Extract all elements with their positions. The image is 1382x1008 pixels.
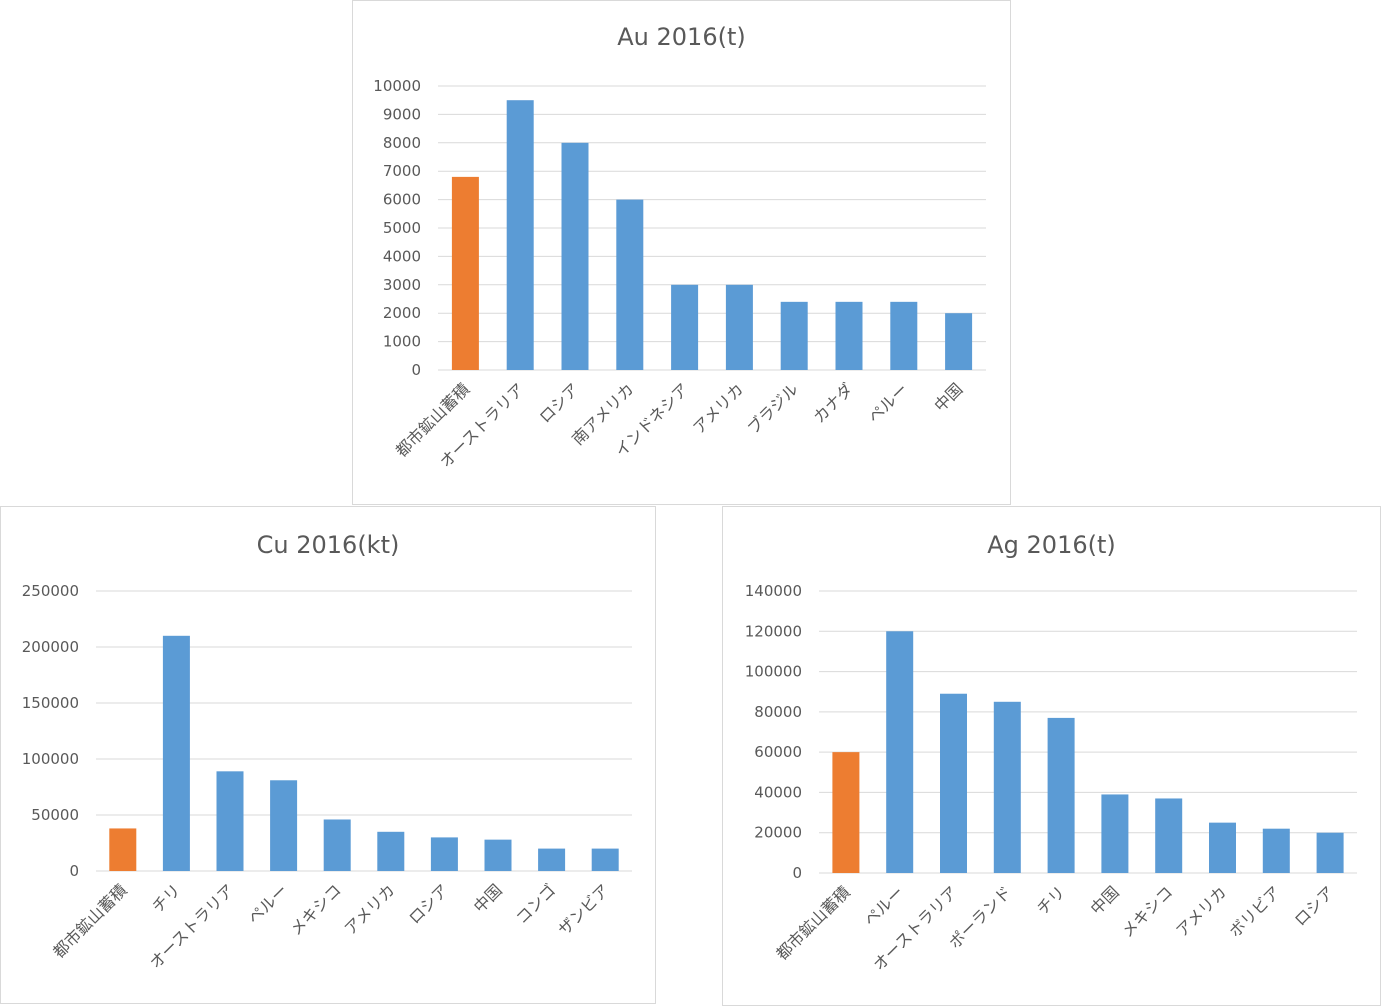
chart-au: Au 2016(t) 0 1000 2000 3000 4000 5000 6000 7000…: [352, 0, 1011, 505]
x-tick-label: 都市鉱山蓄積: [49, 880, 130, 961]
x-tick-label: コンゴ: [512, 880, 559, 927]
bar: [506, 100, 534, 370]
bar: [1047, 717, 1075, 873]
bar: [725, 284, 753, 370]
y-tick-label: 6000: [383, 191, 421, 209]
x-tick-label: カナダ: [809, 379, 856, 426]
bar: [1101, 794, 1129, 873]
bar: [780, 301, 808, 370]
x-tick-label: ロシア: [1291, 882, 1338, 929]
bar: [538, 848, 566, 871]
y-tick-label: 9000: [383, 105, 421, 123]
y-tick-label: 8000: [383, 134, 421, 152]
x-tick-label: ペルー: [864, 379, 911, 426]
y-tick-label: 0: [411, 361, 421, 379]
y-tick-label: 200000: [22, 638, 79, 656]
chart-plot: 0 1000 2000 3000 4000 5000 6000 7000 8000 9000 100…: [373, 77, 986, 471]
x-tick-label: アメリカ: [341, 880, 399, 938]
x-tick-label: チリ: [148, 880, 184, 916]
x-tick-label: ボリビア: [1225, 882, 1284, 941]
bar: [377, 831, 405, 871]
bar: [671, 284, 699, 370]
y-tick-label: 0: [69, 862, 79, 880]
bar: [216, 771, 244, 871]
y-tick-label: 100000: [22, 750, 79, 768]
bar: [484, 839, 512, 871]
x-tick-label: チリ: [1033, 882, 1069, 918]
bar: [109, 828, 137, 871]
bar: [616, 199, 644, 370]
y-tick-label: 10000: [373, 77, 421, 95]
bar: [1316, 832, 1344, 873]
bar: [1262, 828, 1290, 873]
bar: [591, 848, 619, 871]
x-tick-label: アメリカ: [1172, 882, 1230, 940]
y-tick-label: 1000: [383, 333, 421, 351]
bar: [1155, 798, 1183, 873]
x-tick-label: 中国: [1087, 882, 1123, 918]
y-tick-label: 250000: [22, 582, 79, 600]
x-tick-label: ザンビア: [554, 880, 613, 939]
x-tick-label: 中国: [470, 880, 506, 916]
y-tick-label: 7000: [383, 162, 421, 180]
bar: [945, 313, 973, 370]
y-tick-label: 80000: [754, 703, 802, 721]
x-tick-label: ブラジル: [744, 379, 802, 437]
bar: [561, 142, 589, 370]
bar: [835, 301, 863, 370]
x-tick-label: アメリカ: [689, 379, 747, 437]
bar: [162, 635, 190, 871]
y-tick-label: 2000: [383, 304, 421, 322]
y-tick-label: 3000: [383, 276, 421, 294]
bar: [1209, 822, 1236, 873]
x-tick-label: ペルー: [860, 882, 907, 929]
x-tick-label: メキシコ: [1118, 882, 1177, 941]
chart-title: Au 2016(t): [617, 23, 746, 51]
y-tick-label: 100000: [745, 663, 802, 681]
chart-plot: 0 20000 40000 60000 80000 100000 120000 140000 都…: [745, 582, 1357, 974]
y-tick-label: 60000: [754, 743, 802, 761]
chart-title: Ag 2016(t): [987, 531, 1116, 559]
y-tick-label: 5000: [383, 219, 421, 237]
x-tick-label: ロシア: [535, 379, 582, 426]
x-tick-label: 中国: [930, 379, 966, 415]
bar: [832, 752, 860, 873]
bar: [451, 176, 479, 370]
x-tick-label: メキシコ: [286, 880, 345, 939]
y-tick-label: 150000: [22, 694, 79, 712]
y-tick-label: 0: [792, 864, 802, 882]
y-tick-label: 20000: [754, 824, 802, 842]
y-tick-label: 120000: [745, 622, 802, 640]
chart-title: Cu 2016(kt): [256, 531, 400, 559]
bar: [890, 301, 918, 370]
bar: [940, 693, 967, 873]
chart-ag: Ag 2016(t) 0 20000 40000 60000 80000 100000 12…: [722, 506, 1381, 1006]
bar: [270, 780, 298, 871]
x-tick-label: 都市鉱山蓄積: [772, 882, 853, 963]
y-tick-label: 40000: [754, 783, 802, 801]
chart-cu: Cu 2016(kt) 0 50000 100000 150000 200000 2500…: [0, 506, 656, 1004]
y-tick-label: 140000: [745, 582, 802, 600]
y-tick-label: 4000: [383, 247, 421, 265]
bar: [323, 819, 351, 871]
bar: [886, 631, 914, 873]
bar: [430, 837, 458, 871]
x-tick-label: ペルー: [244, 880, 291, 927]
bar: [993, 701, 1021, 873]
x-tick-label: ロシア: [405, 880, 452, 927]
y-tick-label: 50000: [31, 806, 79, 824]
